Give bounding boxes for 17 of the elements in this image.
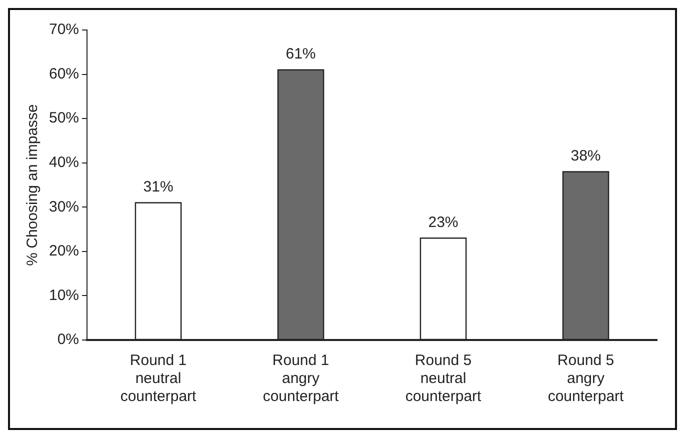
data-label: 61% [286,46,316,62]
data-label: 38% [570,147,601,164]
y-tick-label: 60% [48,65,80,82]
y-tick-label: 10% [48,286,80,304]
y-tick-label: 30% [48,198,80,216]
y-tick-label: 50% [48,110,80,127]
x-tick-label: Round 5 neutral counterpart [405,352,482,406]
data-label: 31% [143,178,174,196]
y-tick-label: 0% [57,331,80,348]
y-tick-label: 70% [48,21,80,38]
data-label: 23% [428,214,458,231]
y-tick-label: 40% [48,154,80,171]
y-tick-label: 20% [48,242,80,260]
x-tick-label: Round 5 angry counterpart [548,352,625,406]
x-tick-label: Round 1 neutral counterpart [120,352,198,406]
x-tick-label: Round 1 angry counterpart [262,352,340,406]
y-axis-title: % Choosing an impasse [24,104,42,266]
